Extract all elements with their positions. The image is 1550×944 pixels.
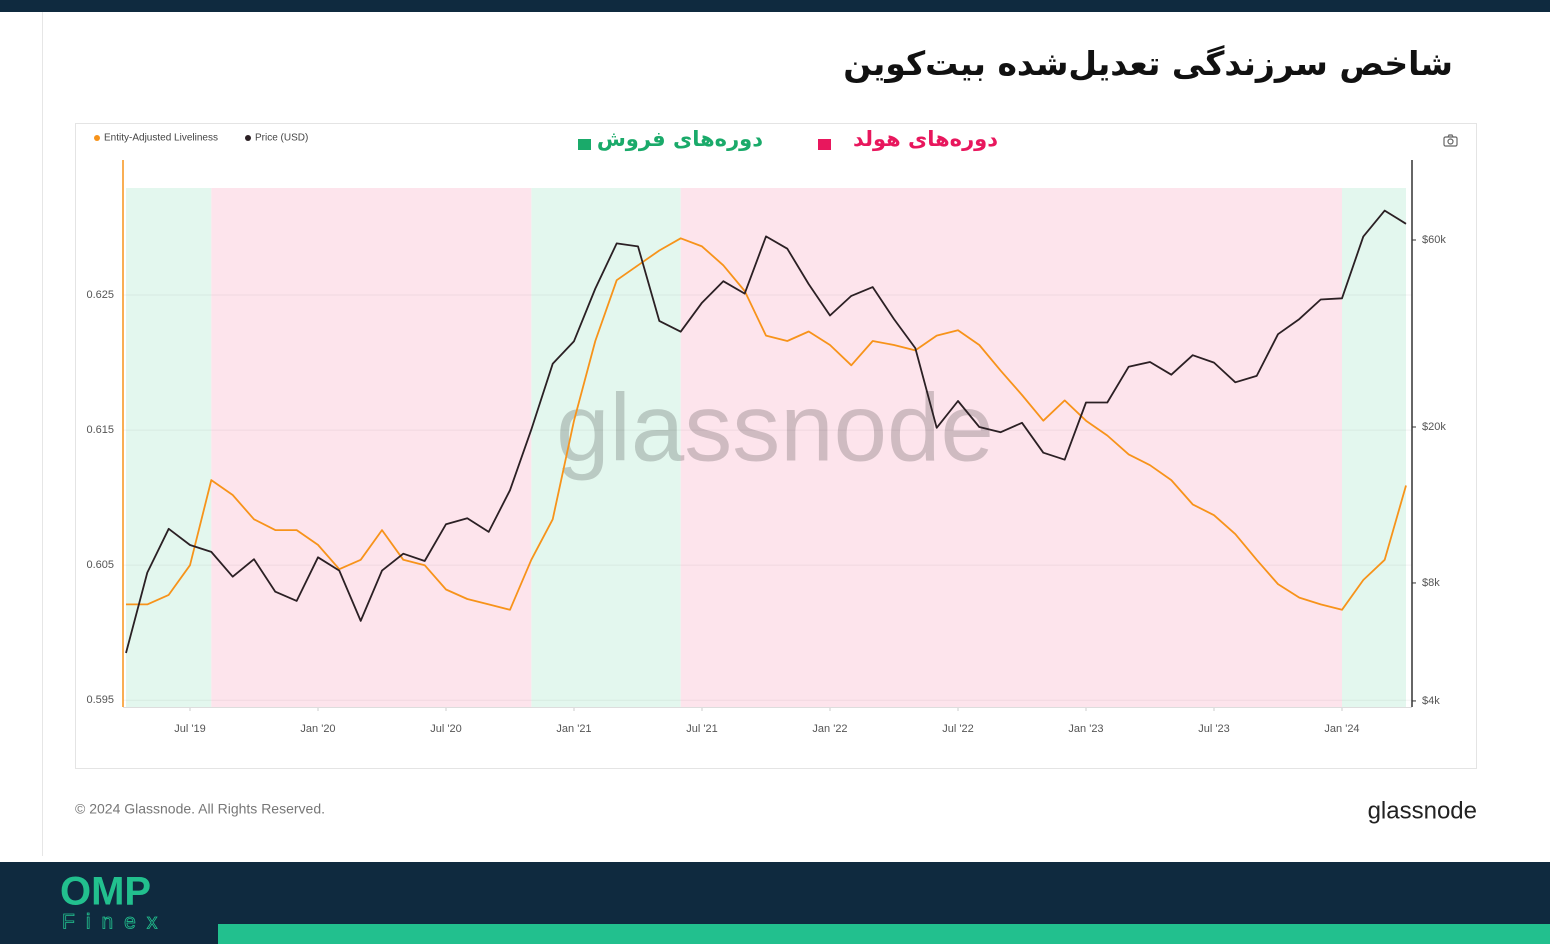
legend-swatch (578, 139, 591, 150)
footer-logo: glassnode (1368, 797, 1477, 824)
copyright: © 2024 Glassnode. All Rights Reserved. (75, 801, 325, 817)
y2-tick-label: $20k (1422, 421, 1446, 433)
page-title: شاخص سرزندگی تعدیل‌شده بیت‌کوین (843, 44, 1453, 83)
x-tick-label: Jan '20 (300, 723, 335, 735)
x-tick-label: Jul '21 (686, 723, 717, 735)
bottom-stripe (218, 924, 1550, 944)
series-line (126, 237, 1407, 611)
x-tick-label: Jul '19 (174, 723, 205, 735)
x-tick-label: Jul '23 (1198, 723, 1229, 735)
y-tick-label: 0.595 (86, 694, 114, 706)
legend-swatch (818, 139, 831, 150)
legend-dot (94, 135, 100, 141)
watermark: glassnode (556, 374, 994, 481)
period-legend-label: دوره‌های هولد (852, 127, 998, 151)
x-tick-label: Jan '23 (1068, 723, 1103, 735)
x-tick-label: Jul '22 (942, 723, 973, 735)
x-tick-label: Jul '20 (430, 723, 461, 735)
y2-tick-label: $60k (1422, 234, 1446, 246)
x-tick-label: Jan '21 (556, 723, 591, 735)
camera-icon[interactable] (1443, 134, 1458, 147)
brand-name: OMP (60, 870, 151, 914)
top-bar (0, 0, 1550, 12)
series-line (125, 209, 1407, 654)
period-band (1342, 188, 1406, 707)
period-band (211, 188, 532, 707)
legend-dot (245, 135, 251, 141)
x-tick-label: Jan '24 (1324, 723, 1359, 735)
period-band (531, 188, 681, 707)
legend-label: Price (USD) (255, 133, 308, 144)
y2-tick-label: $4k (1422, 695, 1440, 707)
y-tick-label: 0.615 (86, 424, 114, 436)
y-tick-label: 0.625 (86, 289, 114, 301)
y-tick-label: 0.605 (86, 559, 114, 571)
brand-sub: Finex (62, 911, 168, 934)
plot: 0.595 0.605 0.615 0.625 $4k $8k $20k $60k Jul '1… (86, 133, 1446, 735)
period-band (126, 188, 212, 707)
period-band (680, 188, 1342, 707)
legend-label: Entity-Adjusted Liveliness (104, 133, 218, 144)
y2-tick-label: $8k (1422, 577, 1440, 589)
x-tick-label: Jan '22 (812, 723, 847, 735)
period-legend-label: دوره‌های فروش (596, 127, 763, 151)
